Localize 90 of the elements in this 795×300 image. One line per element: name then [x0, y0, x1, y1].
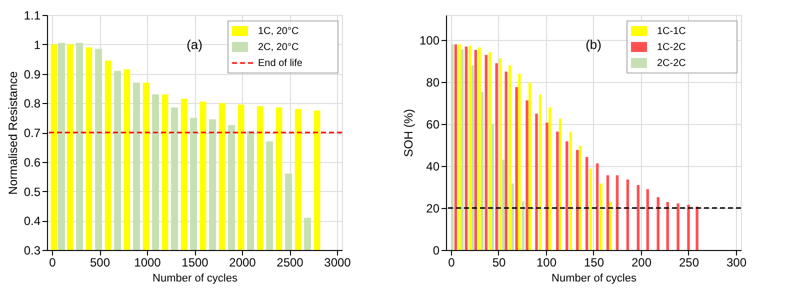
- x-tick-label: 250: [678, 256, 700, 270]
- bar: [474, 50, 478, 250]
- y-tick-label: 0.3: [24, 244, 41, 258]
- bar: [481, 92, 484, 250]
- x-tick-label: 2500: [276, 256, 304, 270]
- bar: [626, 180, 630, 250]
- y-tick-label: 0.7: [24, 126, 41, 140]
- bar: [528, 82, 532, 250]
- bar: [495, 63, 498, 250]
- bar: [538, 94, 542, 250]
- y-tick-label: 60: [426, 118, 440, 132]
- legend-label: 2C-2C: [657, 58, 686, 69]
- x-axis-title: Number of cycles: [552, 272, 637, 284]
- bar: [546, 122, 548, 250]
- y-tick-label: 100: [419, 34, 440, 48]
- y-tick-label: 20: [426, 202, 440, 216]
- bar: [518, 74, 521, 250]
- y-axis-title: Normalised Resistance: [6, 70, 20, 195]
- y-tick-label: 1.1: [24, 8, 41, 22]
- y-tick-label: 0.5: [24, 184, 41, 199]
- bar: [576, 150, 579, 250]
- x-tick-label: 2000: [229, 256, 256, 270]
- annotation: (a): [186, 37, 202, 52]
- annotation: (b): [586, 37, 602, 52]
- bar: [478, 48, 481, 250]
- legend-label: 1C, 20°C: [258, 26, 299, 37]
- x-tick-label: 100: [536, 256, 557, 270]
- y-tick-label: 0.9: [24, 67, 41, 82]
- bar: [508, 65, 512, 250]
- bar: [646, 189, 649, 250]
- legend-label: End of life: [258, 58, 303, 69]
- bar: [606, 175, 610, 250]
- x-tick-label: 200: [631, 256, 652, 270]
- legend-label: 1C-2C: [657, 42, 686, 53]
- bar: [566, 141, 568, 250]
- bar: [609, 202, 612, 250]
- x-tick-label: 50: [492, 256, 506, 270]
- y-tick-label: 0.8: [24, 96, 41, 111]
- x-axis-title: Number of cycles: [152, 272, 238, 284]
- x-tick-label: 0: [49, 256, 56, 270]
- bar: [666, 202, 669, 250]
- bar: [596, 163, 599, 250]
- y-tick-label: 40: [426, 160, 440, 174]
- y-tick-label: 0.4: [24, 214, 41, 228]
- x-tick-label: 150: [584, 256, 604, 270]
- bar: [511, 183, 514, 250]
- bar: [472, 65, 474, 250]
- y-tick-label: 0: [432, 244, 440, 258]
- bar: [454, 44, 458, 250]
- bar: [464, 46, 468, 250]
- x-tick-label: 0: [448, 256, 456, 270]
- bar: [586, 157, 588, 250]
- bar: [687, 204, 690, 250]
- y-axis-title: SOH (%): [401, 108, 416, 157]
- bar: [492, 124, 494, 250]
- y-tick-label: 0.6: [24, 155, 41, 170]
- bar: [458, 44, 461, 250]
- bar: [600, 183, 602, 250]
- bar: [578, 146, 582, 250]
- bar: [558, 118, 562, 250]
- bar: [502, 160, 505, 250]
- x-tick-label: 500: [90, 256, 110, 270]
- bar: [515, 87, 518, 250]
- bar: [488, 52, 492, 250]
- x-tick-label: 3000: [324, 256, 352, 270]
- bar: [526, 100, 528, 250]
- bar: [569, 132, 572, 250]
- y-tick-label: 80: [426, 76, 440, 90]
- bar: [499, 58, 502, 250]
- bar: [696, 206, 698, 250]
- bar: [461, 49, 464, 250]
- legend-label: 1C-1C: [657, 26, 686, 37]
- bar: [535, 114, 538, 250]
- x-tick-label: 1500: [182, 256, 209, 270]
- bar: [589, 168, 592, 250]
- bar: [451, 44, 454, 250]
- bar: [556, 132, 559, 250]
- bar: [484, 54, 488, 250]
- bar: [616, 175, 619, 250]
- bar: [656, 197, 660, 250]
- bar: [548, 107, 552, 250]
- bar: [676, 203, 680, 250]
- bar: [468, 46, 472, 250]
- bar: [504, 72, 508, 250]
- x-tick-label: 300: [726, 256, 747, 270]
- legend-label: 2C, 20°C: [258, 42, 299, 53]
- x-tick-label: 1000: [134, 256, 162, 270]
- y-tick-label: 1: [34, 38, 41, 52]
- bar: [522, 201, 524, 250]
- bar: [636, 184, 640, 250]
